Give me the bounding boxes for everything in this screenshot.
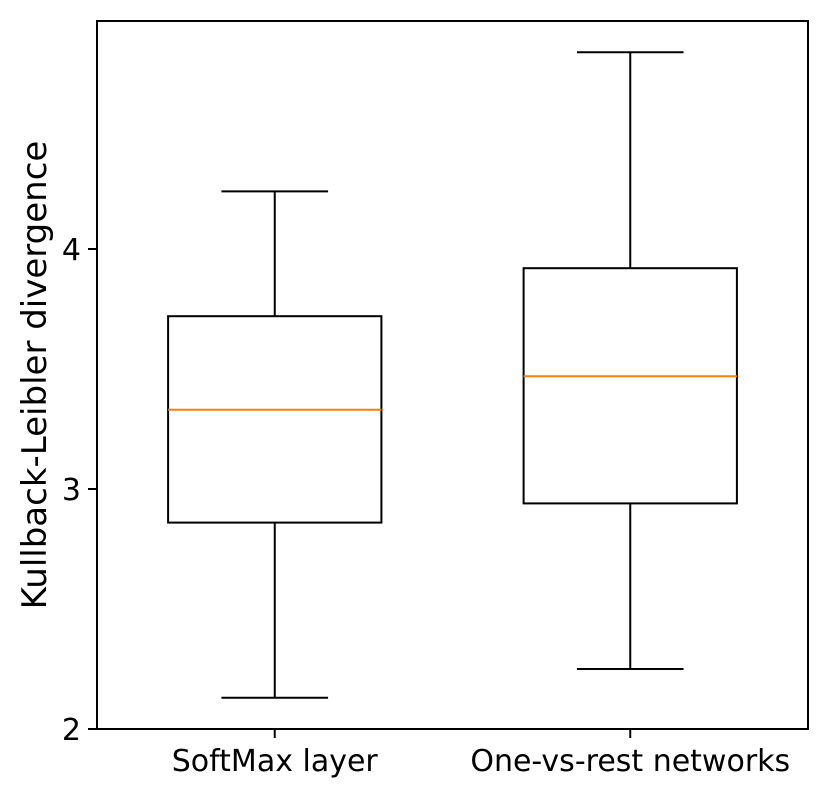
y-axis-label: Kullback-Leibler divergence [15, 141, 55, 610]
y-axis: 2 3 4 [62, 233, 97, 748]
y-tick-label: 2 [62, 713, 81, 748]
x-tick-label: One-vs-rest networks [470, 744, 790, 779]
plot-area-frame [96, 20, 809, 730]
iqr-box [167, 315, 383, 524]
x-tick-label: SoftMax layer [172, 744, 379, 779]
box-2 [522, 51, 738, 670]
y-tick-label: 4 [62, 233, 81, 268]
y-tick-label: 3 [62, 473, 81, 508]
iqr-box [522, 267, 738, 505]
box-series [167, 51, 738, 699]
box-1 [167, 190, 383, 699]
x-axis: SoftMax layer One-vs-rest networks [172, 729, 790, 779]
